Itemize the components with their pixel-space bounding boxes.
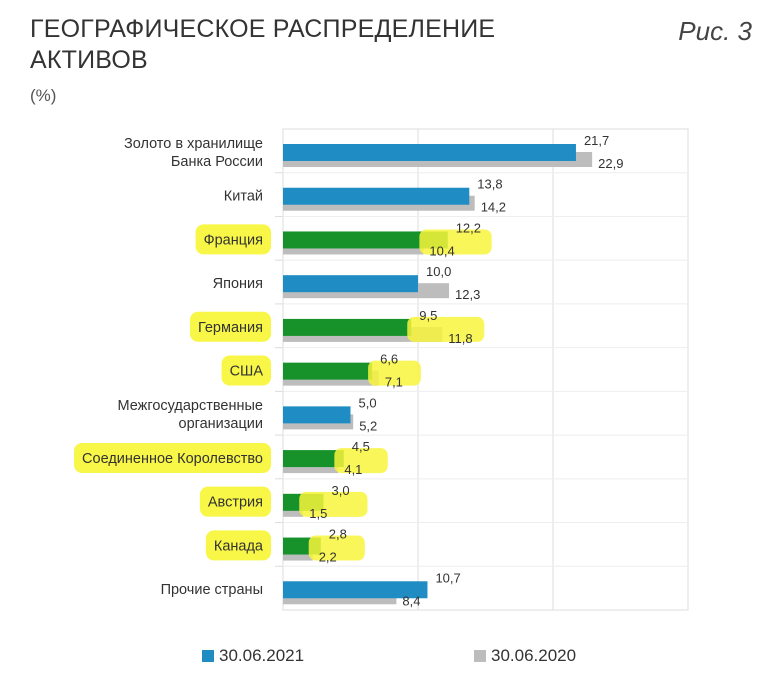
value-label-2021: 3,0 [332,483,350,498]
value-label-2021: 9,5 [419,308,437,323]
legend-swatch-2020 [474,650,486,662]
category-label: Китай [224,189,263,205]
value-label-2020: 10,4 [429,243,454,258]
label-highlight [221,355,271,386]
value-highlight [368,360,421,386]
bar-2021 [283,581,428,599]
bar-2021 [283,450,344,468]
value-label-2021: 13,8 [477,177,502,192]
figure-label: Рис. 3 [678,16,752,46]
chart-title-line: ГЕОГРАФИЧЕСКОЕ РАСПРЕДЕЛЕНИЕ [30,15,496,43]
legend-label-2020: 30.06.2020 [491,646,576,665]
value-label-2020: 12,3 [455,287,480,302]
value-highlight [308,535,365,561]
label-highlight [74,442,271,473]
chart-title-line: АКТИВОВ [30,46,148,74]
value-label-2020: 4,1 [344,462,362,477]
value-label-2021: 5,0 [359,395,377,410]
category-label: США [230,364,264,380]
legend-swatch-2021 [202,650,214,662]
category-label: Япония [213,276,263,292]
value-label-2021: 12,2 [456,220,481,235]
value-label-2021: 21,7 [584,133,609,148]
value-label-2020: 5,2 [359,418,377,433]
value-label-2020: 2,2 [319,550,337,565]
category-label: Австрия [208,495,263,511]
legend-label-2021: 30.06.2021 [219,646,304,665]
category-label: Золото в хранилище [124,136,263,152]
chart-title: ГЕОГРАФИЧЕСКОЕ РАСПРЕДЕЛЕНИЕ АКТИВОВ [30,14,495,76]
chart-unit: (%) [30,86,57,105]
category-label: Межгосударственные [118,398,263,414]
bar-2021 [283,144,576,161]
bar-2021 [283,231,448,249]
value-label-2020: 22,9 [598,156,623,171]
value-label-2020: 14,2 [481,200,506,215]
value-label-2021: 10,7 [435,570,460,585]
bar-2021 [283,275,418,293]
value-label-2020: 1,5 [309,506,327,521]
bar-2021 [283,362,373,380]
value-label-2020: 7,1 [385,375,403,390]
category-label: Соединенное Королевство [82,451,263,467]
value-highlight [334,448,388,474]
value-label-2021: 4,5 [352,439,370,454]
category-label: организации [179,416,264,432]
value-label-2021: 10,0 [426,264,451,279]
bar-2021 [283,187,470,205]
label-highlight [199,486,271,517]
value-label-2020: 8,4 [402,593,420,608]
category-label: Прочие страны [161,582,263,598]
value-highlight [407,316,485,342]
label-highlight [205,530,271,561]
category-label: Канада [214,538,264,554]
category-label: Банка России [171,154,263,170]
value-label-2021: 2,8 [329,527,347,542]
value-label-2021: 6,6 [380,352,398,367]
value-highlight [299,491,368,517]
label-highlight [189,311,271,342]
label-highlight [195,224,271,255]
bar-2021 [283,406,351,424]
value-highlight [419,229,492,255]
category-label: Франция [204,232,263,248]
category-label: Германия [198,320,263,336]
bar-2021 [283,318,412,336]
value-label-2020: 11,8 [448,331,472,346]
